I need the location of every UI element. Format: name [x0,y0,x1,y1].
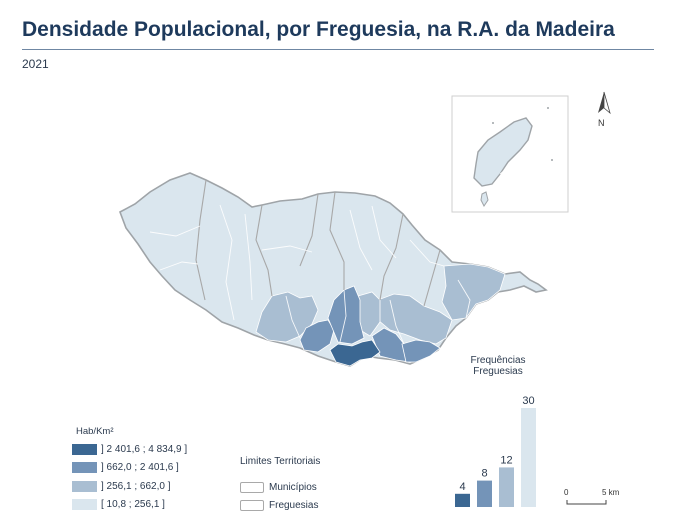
north-label: N [598,118,605,128]
legend-label: [ 10,8 ; 256,1 ] [101,499,165,510]
limit-label: Freguesias [269,499,319,511]
parish-class2-far-east [401,339,441,363]
frequency-bar [455,493,470,507]
limit-swatch [240,481,264,493]
legend-swatch [72,481,97,492]
scale-start-label: 0 [564,488,569,497]
parish-boundaries [149,204,471,345]
parish-class3-east [441,263,506,321]
porto-santo-island [473,117,533,187]
limits-title: Limites Territoriais [240,456,321,467]
frequency-bar-label: 4 [459,481,465,493]
parish-class3-south-east [377,293,453,345]
parish-class1-funchal [329,339,381,367]
madeira-island [119,172,548,367]
frequency-bar [521,408,536,507]
north-arrow-icon [598,91,611,115]
frequency-bar-label: 12 [500,454,512,466]
frequency-bar [499,467,514,507]
limit-item-freguesias: Freguesias [240,499,318,511]
legend-item: [ 10,8 ; 256,1 ] [72,498,165,511]
legend-item: ] 256,1 ; 662,0 ] [72,480,171,493]
page-title: Densidade Populacional, por Freguesia, n… [22,18,615,41]
legend-item: ] 2 401,6 ; 4 834,9 ] [72,443,187,456]
legend-item: ] 662,0 ; 2 401,6 ] [72,461,179,474]
parish-class3-south-west [255,291,319,343]
scale-bar [566,500,607,505]
porto-santo-inset [451,95,569,213]
municipality-boundaries [195,179,441,307]
limit-item-municipios: Municípios [240,481,317,493]
frequency-bar-label: 30 [522,395,534,407]
frequency-bar-chart: 4 8 12 30 [455,395,536,507]
frequency-bar-label: 8 [481,468,487,480]
legend-label: ] 662,0 ; 2 401,6 ] [101,462,179,473]
legend-swatch [72,499,97,510]
legend-swatch [72,462,97,473]
frequency-bar [477,480,492,507]
scale-end-label: 5 km [602,488,620,497]
year-label: 2021 [22,57,49,71]
limit-label: Municípios [269,481,317,493]
porto-santo-islet [480,191,489,207]
legend-label: ] 256,1 ; 662,0 ] [101,481,171,492]
legend-title: Hab/Km² [76,426,114,437]
frequency-chart-title: Frequências Freguesias [470,355,526,377]
title-divider [22,49,654,50]
legend-label: ] 2 401,6 ; 4 834,9 ] [101,444,188,455]
legend-swatch [72,444,97,455]
limit-swatch [240,499,264,511]
